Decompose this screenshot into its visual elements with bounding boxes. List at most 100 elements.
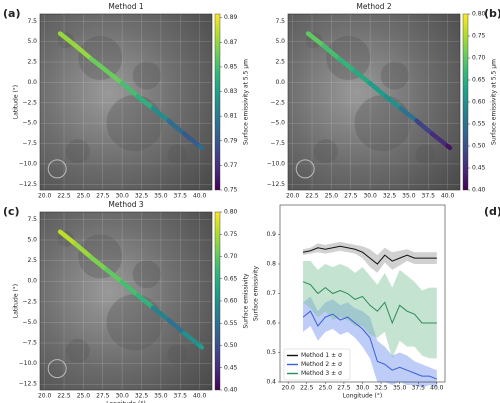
track-segment [150,305,171,323]
y-tick-label: −2.5 [22,298,37,305]
colorbar-tick-label: 0.65 [224,275,238,282]
x-tick-label: 27.5 [344,193,358,200]
track-segment [181,131,202,149]
lunar-image [288,14,460,190]
y-tick-label: −5.0 [22,120,37,127]
track-segment [104,68,125,86]
x-tick-label: 20.0 [281,385,295,392]
x-tick-label: 40.0 [441,193,455,200]
y-tick-label: −10.0 [19,160,38,167]
crater [78,36,123,80]
colorbar-tick-label: 0.55 [472,121,486,128]
crater [78,234,123,279]
crater [65,338,90,363]
y-axis-label: Surface emissivity [253,266,260,321]
colorbar-tick-label: 0.89 [224,14,238,21]
colorbar-tick-label: 0.83 [224,88,238,95]
crater [167,344,188,365]
colorbar-tick-label: 0.55 [224,320,238,327]
track-segment [429,131,450,149]
y-tick-label: −2.5 [22,99,37,106]
track-segment [135,94,156,111]
x-tick-label: 25.0 [325,193,339,200]
colorbar-tick-label: 0.45 [472,165,486,172]
y-tick-label: −7.5 [22,140,37,147]
x-tick-label: 22.5 [305,193,319,200]
colorbar-tick-label: 0.50 [472,143,486,150]
lunar-image [40,14,212,190]
crater [415,144,436,165]
colorbar-tick-label: 0.40 [224,387,238,394]
plot-frame [39,13,213,191]
y-tick-label: 2.5 [27,257,37,264]
y-tick-label: 0.6 [266,320,276,327]
x-tick-label: 22.5 [57,193,71,200]
y-tick-label: −12.5 [19,381,38,388]
track-segment [166,317,187,336]
legend-label: Method 1 ± σ [301,352,342,359]
track-segment [150,106,171,123]
sigma-band [303,296,437,388]
x-tick-label: 20.0 [286,193,300,200]
legend-box [283,348,351,381]
plot-frame [39,211,213,391]
plot-frame [287,13,461,191]
colorbar-tick-label: 0.77 [224,162,238,169]
x-axis-label: Longitude (°) [343,393,382,400]
crater [167,144,188,165]
sigma-band [303,241,437,273]
y-tick-label: −7.5 [22,340,37,347]
mean-line [302,245,437,265]
crater [295,159,315,179]
y-tick-label: 0.0 [275,79,285,86]
x-tick-label: 32.5 [135,193,149,200]
colorbar-tick-label: 0.70 [224,253,238,260]
colorbar-tick-label: 0.81 [224,113,238,120]
y-tick-label: −2.5 [270,99,285,106]
y-tick-label: −7.5 [270,140,285,147]
y-tick-label: −12.5 [19,181,38,188]
y-tick-label: −10.0 [267,160,286,167]
x-tick-label: 35.0 [393,385,407,392]
x-tick-label: 35.0 [154,193,168,200]
y-tick-label: 5.0 [27,237,37,244]
y-tick-label: 2.5 [27,59,37,66]
x-tick-label: 25.0 [319,385,333,392]
y-tick-label: −12.5 [267,181,286,188]
colorbar-tick-label: 0.80 [224,209,238,216]
track-segment [321,43,342,62]
y-tick-label: 0.9 [266,231,276,238]
x-tick-label: 30.0 [356,385,370,392]
colorbar-label: Surface emissivity at 5.5 μm [491,59,498,145]
y-tick-label: 7.5 [275,18,285,25]
track-segment [414,118,435,137]
x-tick-label: 35.0 [154,393,168,400]
x-tick-label: 20.0 [38,393,52,400]
track-segment [104,267,125,285]
x-tick-label: 37.5 [412,385,426,392]
track-segment [197,343,205,350]
x-tick-label: 32.5 [374,385,388,392]
colorbar-tick-label: 0.60 [472,99,486,106]
track-segment [181,330,202,348]
track-segment [336,56,357,74]
track-segment [88,56,109,74]
colorbar-tick-label: 0.50 [224,342,238,349]
colorbar-tick-label: 0.65 [472,77,486,84]
track-segment [119,81,140,99]
crater [106,294,163,351]
x-tick-label: 25.0 [77,393,91,400]
chart-title: Method 1 [108,2,144,11]
colorbar-tick-label: 0.75 [472,33,486,40]
y-tick-label: 0.8 [266,261,276,268]
crater [354,95,411,152]
colorbar [462,13,469,191]
x-tick-label: 32.5 [383,193,397,200]
crater [65,139,90,164]
crater [326,36,371,80]
x-tick-label: 27.5 [337,385,351,392]
track-segment [88,255,109,272]
x-tick-label: 30.0 [115,193,129,200]
colorbar-tick-label: 0.85 [224,63,238,70]
chart-title: Method 3 [108,200,144,209]
